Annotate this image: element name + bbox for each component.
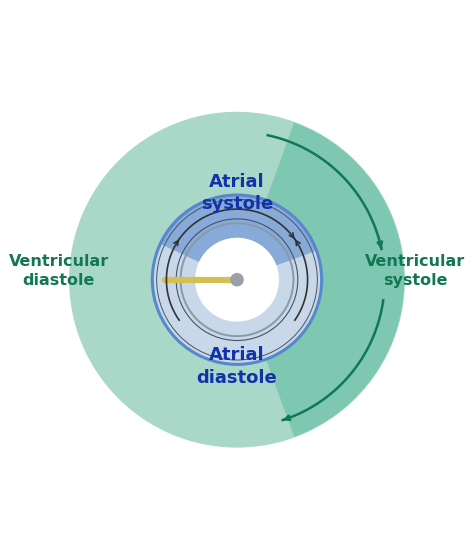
Circle shape xyxy=(70,113,404,447)
Circle shape xyxy=(231,274,243,286)
Text: Ventricular
systole: Ventricular systole xyxy=(365,254,465,288)
Text: Ventricular
diastole: Ventricular diastole xyxy=(9,254,109,288)
Wedge shape xyxy=(160,195,317,280)
Text: Atrial
systole: Atrial systole xyxy=(201,173,273,213)
Text: Atrial
diastole: Atrial diastole xyxy=(197,346,277,386)
Wedge shape xyxy=(237,122,404,437)
Circle shape xyxy=(152,195,322,364)
Circle shape xyxy=(196,238,278,321)
